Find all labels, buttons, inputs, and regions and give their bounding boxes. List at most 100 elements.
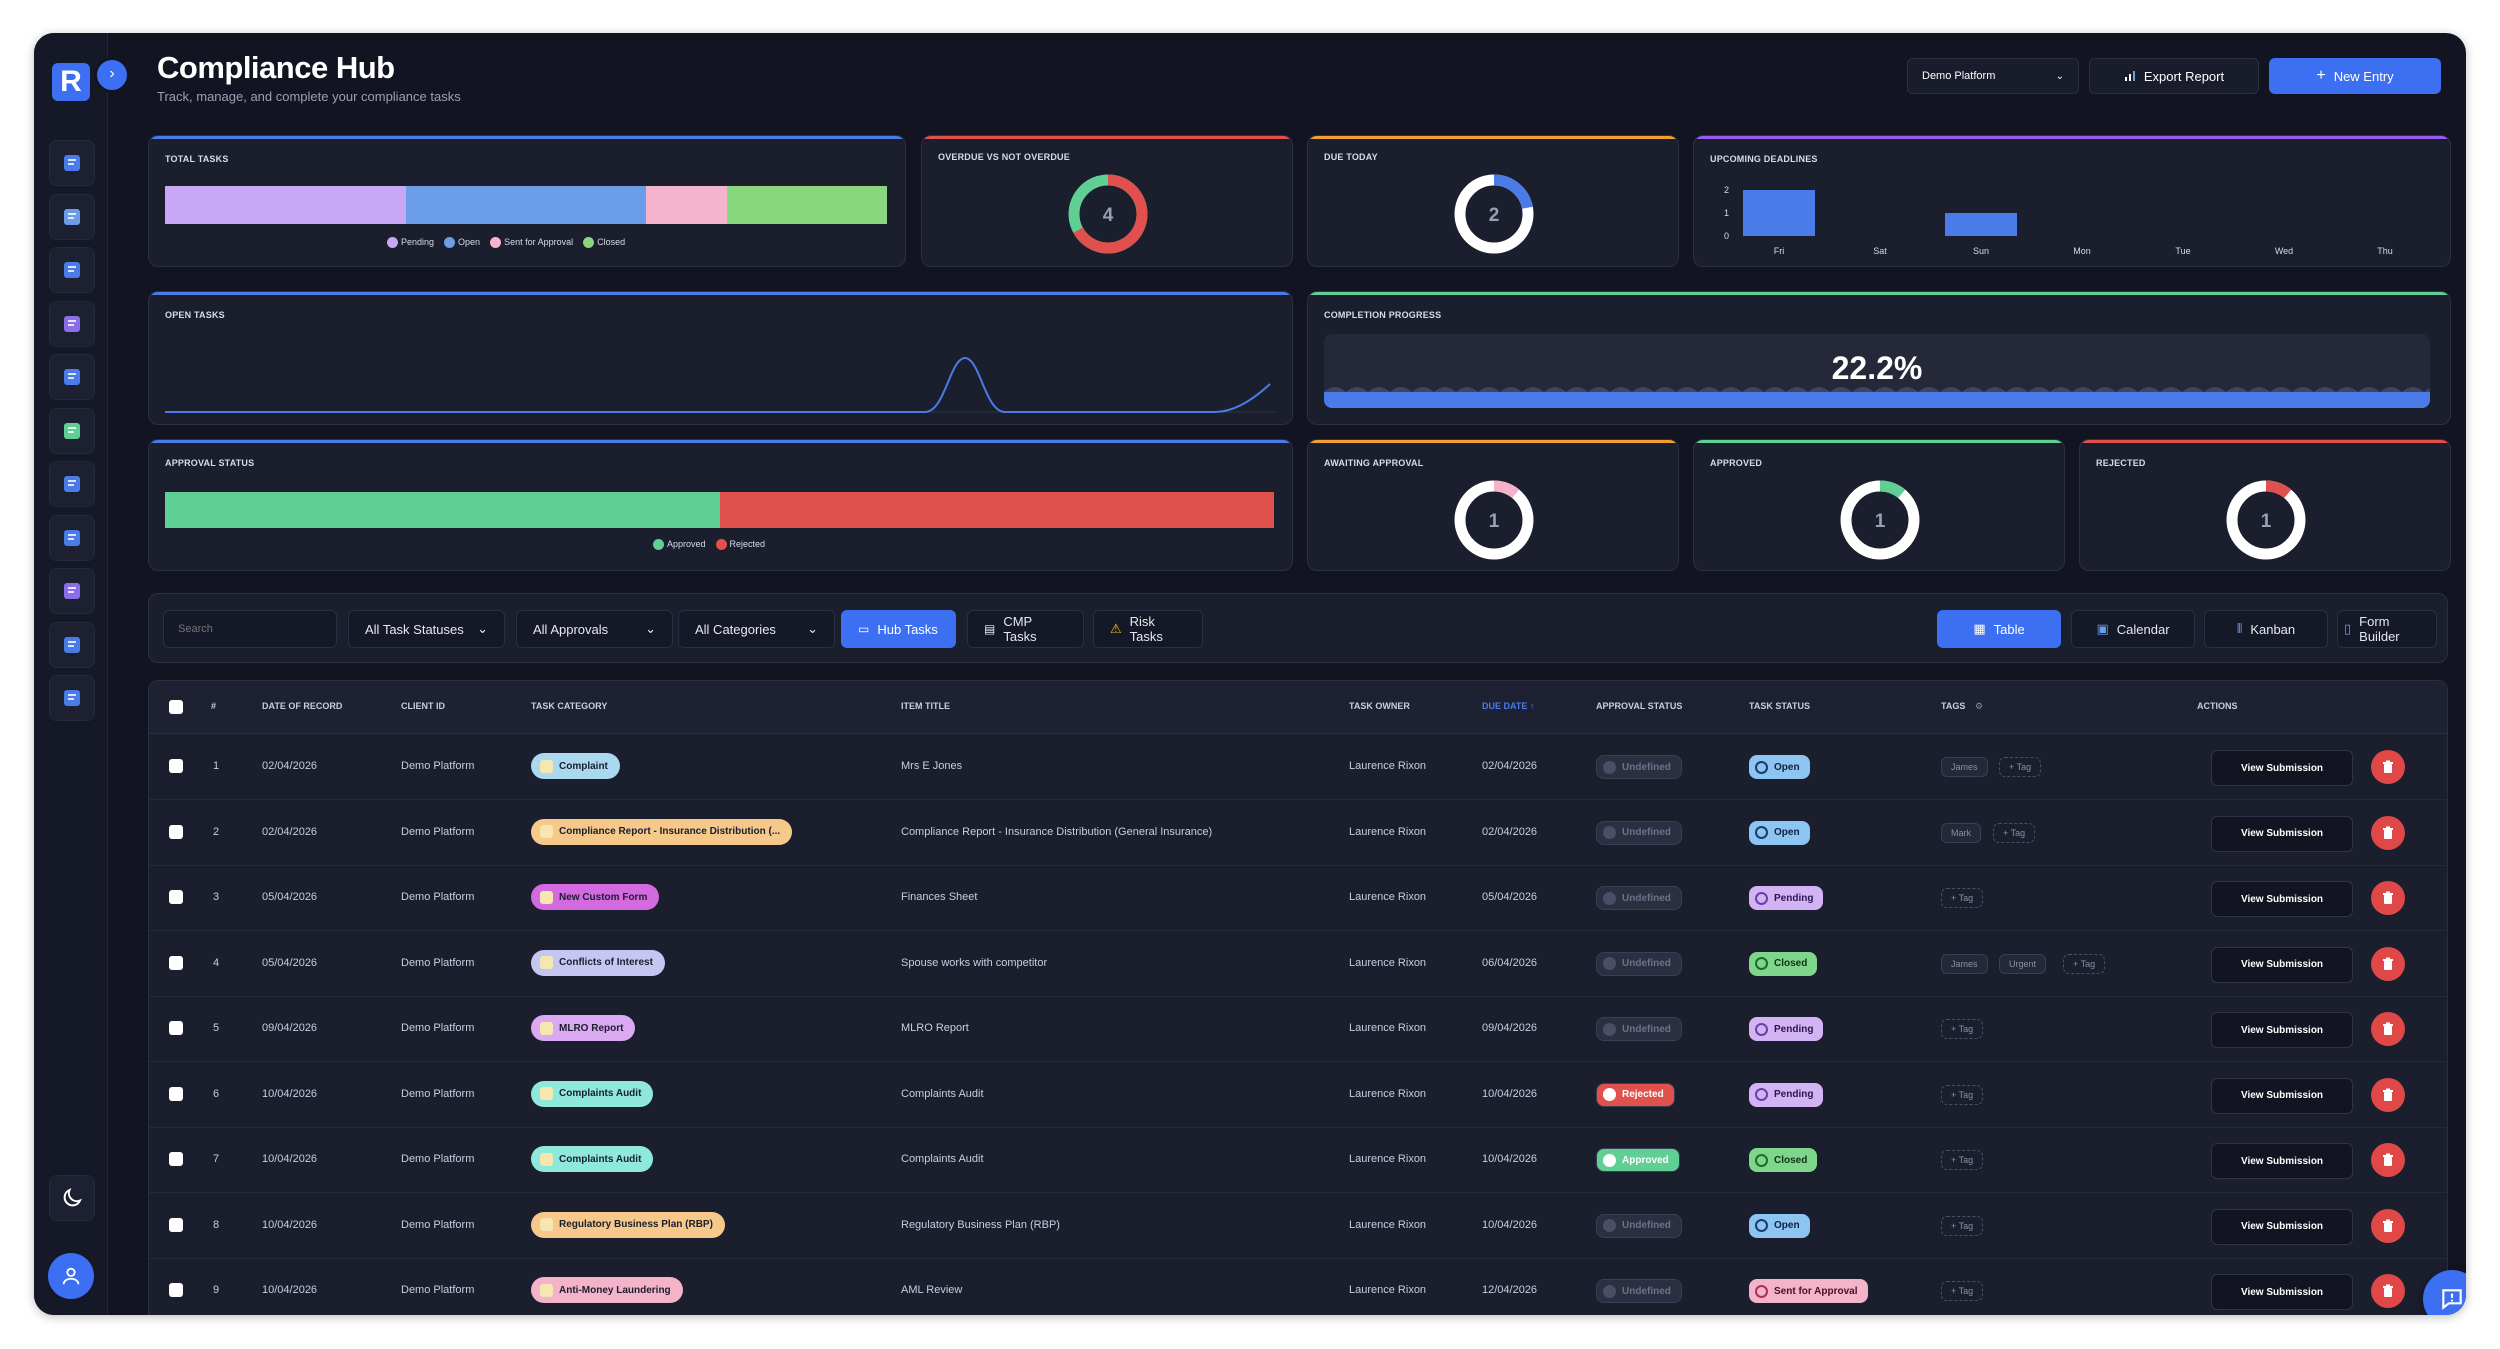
search-input[interactable] — [163, 610, 337, 648]
task-status-badge[interactable]: Pending — [1749, 1082, 1824, 1107]
sidebar-item-chart[interactable] — [49, 461, 95, 507]
add-tag-button[interactable]: + Tag — [1993, 822, 2036, 843]
platform-select[interactable]: Demo Platform ⌄ — [1907, 58, 2079, 94]
row-checkbox[interactable] — [169, 955, 183, 970]
calendar-view-button[interactable]: ▣ Calendar — [2071, 610, 2195, 648]
add-tag-button[interactable]: + Tag — [1941, 1281, 1984, 1301]
table-row[interactable]: 6 10/04/2026 Demo Platform Complaints Audit… — [149, 1062, 2447, 1128]
table-row[interactable]: 8 10/04/2026 Demo Platform Regulatory Busin… — [149, 1193, 2447, 1259]
approval-status-badge[interactable]: Undefined — [1596, 1017, 1682, 1041]
delete-button[interactable] — [2371, 1208, 2405, 1243]
task-category-pill[interactable]: Anti-Money Laundering — [531, 1277, 683, 1303]
task-status-badge[interactable]: Pending — [1749, 1017, 1824, 1041]
legend-item[interactable]: Sent for Approval — [490, 237, 573, 249]
table-view-button[interactable]: ▦ Table — [1937, 610, 2061, 648]
view-submission-button[interactable]: View Submission — [2211, 1143, 2353, 1179]
delete-button[interactable] — [2371, 1012, 2405, 1046]
user-avatar[interactable] — [48, 1253, 94, 1299]
categories-filter[interactable]: All Categories ⌄ — [678, 610, 835, 648]
task-category-pill[interactable]: Complaints Audit — [531, 1080, 654, 1107]
sidebar-item-clipboard[interactable] — [49, 300, 95, 347]
view-submission-button[interactable]: View Submission — [2211, 1208, 2353, 1245]
row-checkbox[interactable] — [169, 824, 183, 839]
task-status-badge[interactable]: Open — [1749, 820, 1810, 845]
task-category-pill[interactable]: Compliance Report - Insurance Distributi… — [531, 818, 793, 845]
risk-tasks-tab[interactable]: ⚠ Risk Tasks — [1093, 610, 1203, 648]
select-all-checkbox[interactable] — [169, 700, 183, 714]
table-row[interactable]: 5 09/04/2026 Demo Platform MLRO Report MLRO … — [149, 996, 2447, 1062]
approval-status-badge[interactable]: Undefined — [1596, 886, 1682, 910]
legend-item[interactable]: Pending — [387, 237, 434, 249]
task-category-pill[interactable]: New Custom Form — [531, 884, 660, 910]
sidebar-item-list[interactable] — [49, 568, 95, 614]
task-category-pill[interactable]: Conflicts of Interest — [531, 949, 665, 976]
legend-item[interactable]: Approved — [653, 539, 706, 551]
tag-chip[interactable]: James — [1941, 757, 1988, 777]
view-submission-button[interactable]: View Submission — [2211, 1274, 2353, 1310]
approval-status-badge[interactable]: Undefined — [1596, 755, 1682, 779]
add-tag-button[interactable]: + Tag — [1941, 1150, 1984, 1170]
sidebar-item-monitor[interactable] — [49, 675, 95, 721]
add-tag-button[interactable]: + Tag — [1941, 888, 1984, 908]
table-row[interactable]: 2 02/04/2026 Demo Platform Compliance Repor… — [149, 800, 2447, 866]
row-checkbox[interactable] — [169, 1283, 183, 1297]
task-category-pill[interactable]: Complaints Audit — [531, 1146, 654, 1172]
bar-fri[interactable] — [1743, 190, 1815, 236]
bar-sun[interactable] — [1945, 213, 2017, 236]
task-status-badge[interactable]: Closed — [1749, 951, 1818, 976]
delete-button[interactable] — [2371, 1077, 2405, 1112]
add-tag-button[interactable]: + Tag — [2063, 953, 2106, 974]
sidebar-item-users[interactable] — [49, 193, 95, 240]
tag-chip[interactable]: James — [1941, 953, 1988, 974]
tag-settings-icon[interactable]: ⚙ — [1975, 701, 1984, 711]
approval-status-badge[interactable]: Undefined — [1596, 1279, 1682, 1303]
approval-status-badge[interactable]: Undefined — [1596, 1213, 1682, 1238]
task-status-badge[interactable]: Closed — [1749, 1148, 1818, 1172]
tag-chip[interactable]: Mark — [1941, 822, 1981, 843]
new-entry-button[interactable]: + New Entry — [2269, 58, 2441, 94]
sidebar-item-news[interactable] — [49, 354, 95, 400]
delete-button[interactable] — [2371, 881, 2405, 915]
tag-chip[interactable]: Urgent — [1999, 953, 2047, 974]
row-checkbox[interactable] — [169, 759, 183, 773]
col-client[interactable]: CLIENT ID — [401, 701, 445, 711]
row-checkbox[interactable] — [169, 1217, 183, 1232]
task-status-badge[interactable]: Open — [1749, 1213, 1810, 1238]
row-checkbox[interactable] — [169, 1086, 183, 1101]
task-status-badge[interactable]: Open — [1749, 755, 1810, 779]
sidebar-item-card[interactable] — [49, 407, 95, 454]
task-status-badge[interactable]: Pending — [1749, 886, 1824, 910]
sidebar-item-building[interactable] — [49, 140, 95, 186]
add-tag-button[interactable]: + Tag — [1941, 1019, 1984, 1039]
table-row[interactable]: 4 05/04/2026 Demo Platform Conflicts of Int… — [149, 931, 2447, 997]
sidebar-item-form[interactable] — [49, 514, 95, 561]
sidebar-item-shield[interactable] — [49, 247, 95, 293]
approval-status-badge[interactable]: Approved — [1596, 1148, 1680, 1172]
export-report-button[interactable]: Export Report — [2089, 58, 2259, 94]
col-title[interactable]: ITEM TITLE — [901, 701, 950, 711]
task-status-badge[interactable]: Sent for Approval — [1749, 1279, 1868, 1303]
form-builder-button[interactable]: ▯ Form Builder — [2337, 610, 2437, 648]
add-tag-button[interactable]: + Tag — [1941, 1084, 1984, 1105]
view-submission-button[interactable]: View Submission — [2211, 815, 2353, 852]
table-row[interactable]: 1 02/04/2026 Demo Platform Complaint Mrs E J… — [149, 734, 2447, 800]
row-checkbox[interactable] — [169, 1021, 183, 1035]
table-row[interactable]: 7 10/04/2026 Demo Platform Complaints Audit… — [149, 1127, 2447, 1193]
approvals-filter[interactable]: All Approvals ⌄ — [516, 610, 673, 648]
view-submission-button[interactable]: View Submission — [2211, 881, 2353, 917]
approval-status-badge[interactable]: Undefined — [1596, 951, 1682, 976]
delete-button[interactable] — [2371, 815, 2405, 850]
task-category-pill[interactable]: MLRO Report — [531, 1015, 636, 1041]
row-checkbox[interactable] — [169, 1152, 183, 1166]
view-submission-button[interactable]: View Submission — [2211, 750, 2353, 786]
table-row[interactable]: 9 10/04/2026 Demo Platform Anti-Money Laund… — [149, 1258, 2447, 1315]
delete-button[interactable] — [2371, 750, 2405, 784]
approval-status-badge[interactable]: Undefined — [1596, 820, 1682, 845]
view-submission-button[interactable]: View Submission — [2211, 1012, 2353, 1048]
sidebar-expand-button[interactable]: › — [94, 57, 130, 93]
row-checkbox[interactable] — [169, 890, 183, 904]
col-status[interactable]: TASK STATUS — [1749, 701, 1810, 711]
delete-button[interactable] — [2371, 946, 2405, 981]
app-logo[interactable]: R — [52, 63, 90, 101]
sidebar-item-target[interactable] — [49, 621, 95, 668]
